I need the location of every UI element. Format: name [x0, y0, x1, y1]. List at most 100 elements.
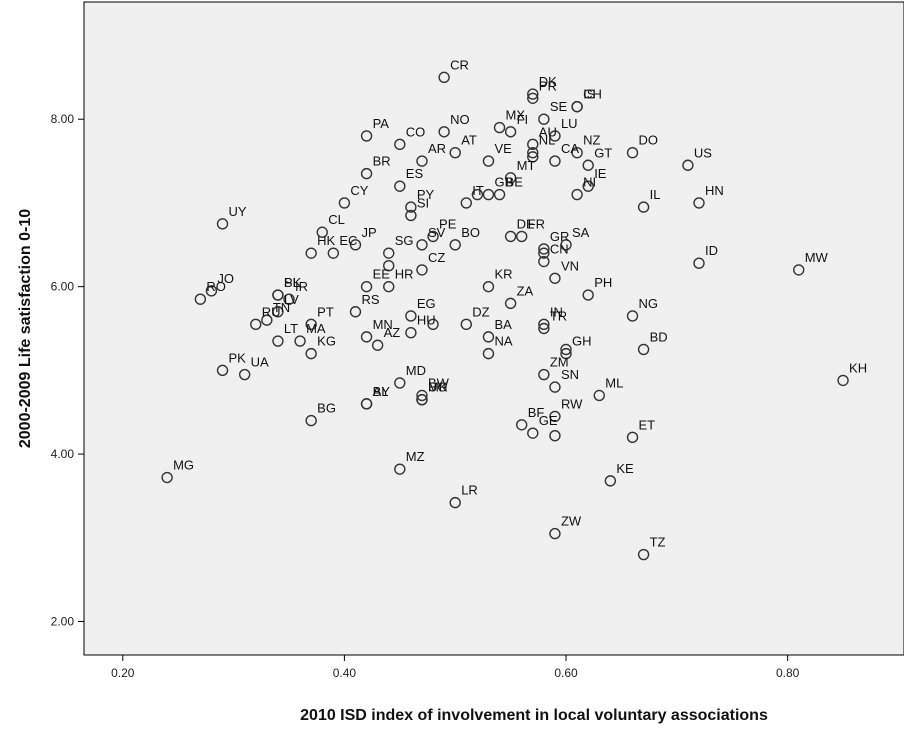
- data-point: [394, 377, 406, 389]
- data-point: [837, 374, 849, 387]
- point-label: ID: [705, 243, 718, 258]
- point-label: FI: [517, 112, 529, 127]
- x-axis-title: 2010 ISD index of involvement in local v…: [300, 707, 768, 724]
- point-label: BW: [428, 375, 450, 390]
- data-point: [493, 188, 506, 201]
- data-point: [549, 527, 561, 540]
- data-point: [482, 347, 495, 360]
- data-point: [360, 398, 373, 410]
- data-point: [549, 429, 561, 442]
- data-point: [482, 188, 495, 201]
- data-point: [460, 318, 472, 331]
- data-point: [383, 247, 395, 259]
- data-point: [527, 138, 539, 151]
- point-label: IT: [472, 183, 484, 198]
- point-label: DO: [639, 133, 659, 148]
- point-label: US: [694, 145, 712, 160]
- data-point: [538, 318, 550, 331]
- point-label: BO: [461, 225, 480, 240]
- data-point: [527, 92, 539, 104]
- data-point: [504, 230, 517, 243]
- data-point: [449, 146, 461, 159]
- point-label: NZ: [583, 133, 600, 148]
- point-label: GB: [494, 175, 513, 190]
- data-point: [161, 471, 173, 484]
- data-markers: [161, 71, 849, 561]
- data-point: [316, 226, 328, 238]
- point-label: CR: [450, 57, 469, 72]
- data-point: [383, 260, 395, 272]
- point-label: EC: [339, 233, 357, 248]
- data-point: [405, 326, 417, 339]
- point-label: MT: [517, 158, 536, 173]
- point-label: SA: [572, 225, 590, 240]
- data-point: [416, 239, 428, 251]
- point-label: GE: [539, 413, 558, 428]
- data-point: [560, 239, 572, 251]
- data-point: [538, 113, 550, 125]
- data-point: [216, 364, 229, 377]
- point-label: EE: [373, 267, 391, 282]
- data-point: [571, 188, 583, 201]
- data-point: [482, 331, 495, 343]
- data-point: [338, 197, 351, 209]
- data-point: [504, 172, 517, 184]
- data-point: [294, 335, 306, 347]
- point-label: CZ: [428, 250, 445, 265]
- x-tick-label: 0.80: [776, 666, 800, 680]
- point-label: PL: [284, 275, 300, 290]
- data-point: [250, 318, 262, 331]
- point-label: VE: [494, 141, 512, 156]
- data-point: [416, 389, 428, 402]
- point-label: SG: [395, 233, 414, 248]
- point-label: MN: [373, 317, 393, 332]
- point-label: RS: [361, 292, 379, 307]
- data-point: [693, 257, 705, 269]
- point-label: SV: [428, 225, 446, 240]
- point-label: SK: [284, 275, 302, 290]
- point-label: JP: [361, 225, 376, 240]
- point-label: MZ: [406, 449, 425, 464]
- data-point: [482, 155, 495, 167]
- data-point: [527, 427, 539, 439]
- point-label: SE: [550, 99, 568, 114]
- data-point: [637, 548, 650, 561]
- point-label: BF: [528, 405, 545, 420]
- data-point: [394, 463, 406, 475]
- data-point: [549, 272, 561, 284]
- point-label: MA: [306, 321, 326, 336]
- data-point: [593, 389, 605, 402]
- point-label: LV: [284, 292, 299, 307]
- point-label: ML: [605, 375, 623, 390]
- point-label: HN: [705, 183, 724, 198]
- point-label: TR: [550, 309, 567, 324]
- data-point: [305, 414, 317, 427]
- point-label: MK: [428, 380, 448, 395]
- point-label: HR: [395, 267, 414, 282]
- x-tick-label: 0.40: [333, 666, 357, 680]
- data-point: [383, 280, 395, 293]
- point-label: HU: [417, 313, 436, 328]
- data-point: [449, 239, 461, 251]
- point-label: RW: [561, 396, 583, 411]
- data-point: [360, 130, 373, 142]
- point-label: PA: [373, 116, 390, 131]
- data-point: [549, 130, 561, 142]
- data-point: [416, 264, 428, 276]
- point-label: AT: [461, 133, 477, 148]
- point-label: BE: [506, 175, 524, 190]
- point-label: CH: [583, 87, 602, 102]
- data-point: [571, 100, 583, 113]
- y-tick-label: 4.00: [51, 447, 75, 461]
- data-point: [582, 289, 594, 301]
- point-label: SN: [561, 367, 579, 382]
- data-point: [427, 318, 439, 331]
- point-label: FR: [528, 216, 545, 231]
- data-point: [394, 138, 406, 151]
- point-label: GH: [572, 334, 592, 349]
- data-point: [604, 475, 617, 487]
- data-point: [560, 347, 572, 360]
- y-tick-label: 6.00: [51, 280, 75, 294]
- data-point: [205, 285, 218, 297]
